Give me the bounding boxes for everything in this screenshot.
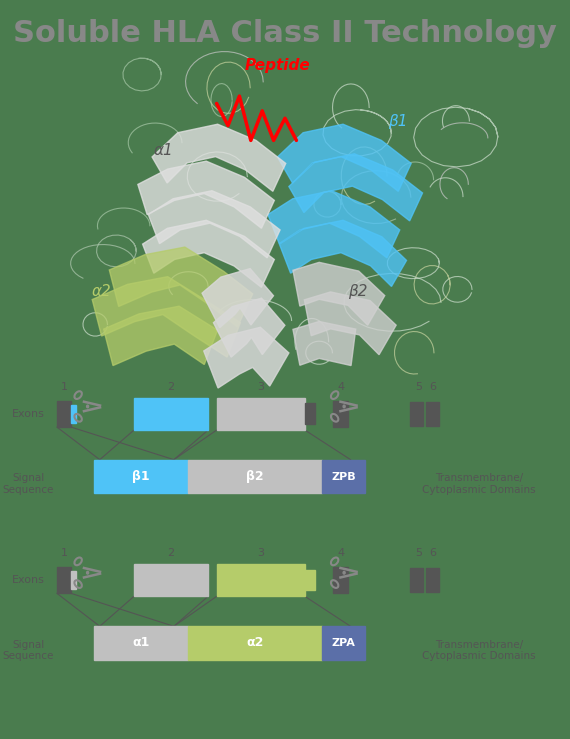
Polygon shape [278, 124, 411, 191]
Text: Transmembrane/
Cytoplasmic Domains: Transmembrane/ Cytoplasmic Domains [422, 639, 536, 661]
Text: ZPB: ZPB [331, 471, 356, 482]
FancyBboxPatch shape [188, 460, 322, 494]
Polygon shape [289, 154, 422, 221]
Polygon shape [279, 220, 406, 287]
FancyBboxPatch shape [322, 626, 365, 659]
Text: α2: α2 [91, 284, 111, 299]
FancyBboxPatch shape [217, 398, 305, 430]
Polygon shape [203, 327, 289, 388]
Text: β2: β2 [246, 470, 264, 483]
FancyBboxPatch shape [71, 405, 76, 423]
Text: 2: 2 [168, 381, 174, 392]
Text: 1: 1 [60, 381, 68, 392]
FancyBboxPatch shape [426, 402, 439, 426]
FancyBboxPatch shape [410, 402, 423, 426]
Polygon shape [138, 161, 274, 228]
Text: β2: β2 [348, 284, 367, 299]
FancyBboxPatch shape [71, 571, 76, 589]
Text: 3: 3 [257, 381, 264, 392]
Text: α1: α1 [132, 636, 150, 650]
Text: 4: 4 [337, 548, 344, 558]
FancyBboxPatch shape [333, 401, 348, 427]
Text: Signal
Sequence: Signal Sequence [3, 473, 54, 495]
FancyBboxPatch shape [188, 626, 322, 659]
Text: α1: α1 [154, 143, 174, 158]
FancyBboxPatch shape [305, 570, 315, 590]
Text: Soluble HLA Class II Technology: Soluble HLA Class II Technology [13, 18, 557, 48]
Circle shape [343, 405, 345, 408]
Text: Peptide: Peptide [245, 58, 311, 73]
FancyBboxPatch shape [322, 460, 365, 494]
Text: 5  6: 5 6 [416, 548, 437, 558]
Text: Exons: Exons [11, 409, 44, 419]
Polygon shape [268, 191, 400, 258]
Text: 1: 1 [60, 548, 68, 558]
FancyBboxPatch shape [94, 460, 188, 494]
Text: 3: 3 [257, 548, 264, 558]
Text: 4: 4 [337, 381, 344, 392]
FancyBboxPatch shape [410, 568, 423, 592]
Polygon shape [109, 247, 253, 327]
FancyBboxPatch shape [426, 568, 439, 592]
Polygon shape [142, 220, 274, 287]
FancyBboxPatch shape [305, 403, 315, 424]
Text: β1: β1 [388, 114, 407, 129]
Circle shape [343, 571, 345, 574]
Text: ZPA: ZPA [332, 638, 355, 648]
Polygon shape [152, 124, 286, 191]
Polygon shape [293, 262, 385, 325]
Text: Exons: Exons [11, 575, 44, 585]
FancyBboxPatch shape [94, 626, 188, 659]
FancyBboxPatch shape [57, 567, 71, 593]
Polygon shape [304, 292, 396, 355]
FancyBboxPatch shape [57, 401, 71, 427]
Circle shape [87, 405, 89, 408]
Text: Signal
Sequence: Signal Sequence [3, 639, 54, 661]
Text: 5  6: 5 6 [416, 381, 437, 392]
FancyBboxPatch shape [134, 398, 208, 430]
Polygon shape [202, 268, 274, 327]
Polygon shape [92, 276, 241, 357]
Text: β1: β1 [132, 470, 150, 483]
Polygon shape [104, 306, 218, 366]
Text: Transmembrane/
Cytoplasmic Domains: Transmembrane/ Cytoplasmic Domains [422, 473, 536, 495]
Text: α2: α2 [246, 636, 264, 650]
Text: 2: 2 [168, 548, 174, 558]
FancyBboxPatch shape [333, 567, 348, 593]
FancyBboxPatch shape [217, 564, 305, 596]
Polygon shape [293, 321, 356, 366]
FancyBboxPatch shape [134, 564, 208, 596]
Polygon shape [148, 191, 280, 258]
Circle shape [87, 571, 89, 574]
Polygon shape [213, 298, 285, 357]
